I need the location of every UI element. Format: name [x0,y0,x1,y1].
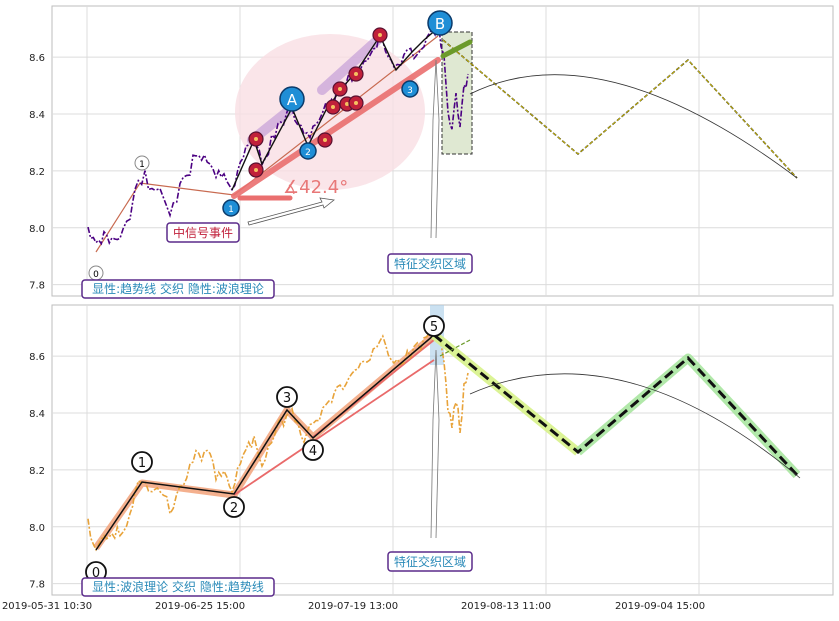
trend-angle-label: ∡42.4° [283,177,348,198]
x-tick-label: 2019-08-13 11:00 [461,601,551,612]
blue-marker-3-label: 3 [407,86,413,96]
wave-number-label: 0 [92,566,100,581]
wave-number-marker [223,496,245,518]
top-wave-marker-1 [134,155,150,171]
bottom-vertical-spike [430,349,440,539]
y-tick-label: 8.4 [29,110,45,121]
top-y-tick-labels: 7.8 8.0 8.2 8.4 8.6 [29,53,45,291]
bottom-legend-box [81,577,275,597]
wave-number-marker [423,315,445,337]
red-wave-marker-dot [378,33,382,37]
top-vertical-spike [430,59,440,239]
event-label-box [166,222,240,243]
blue-marker-2-label: 2 [305,148,311,158]
y-tick-label: 8.6 [29,53,45,64]
top-zone-label-box [387,253,473,274]
y-tick-label: 7.8 [29,580,45,591]
bottom-forecast-dashed [433,333,799,477]
event-label: 中信号事件 [173,225,233,240]
bottom-wave-line [95,334,435,551]
top-zone-label: 特征交织区域 [394,256,466,271]
y-tick-label: 8.2 [29,466,45,477]
bottom-zone-label: 特征交织区域 [394,554,466,569]
bottom-forecast-arc [469,373,801,479]
red-wave-marker-dot [354,101,358,105]
angle-arrow [247,197,335,226]
top-legend-label: 显性:趋势线 交织 隐性:波浪理论 [92,281,264,296]
y-tick-label: 8.6 [29,352,45,363]
blue-marker-1-label: 1 [228,205,234,215]
top-red-markers [248,27,388,178]
x-tick-label: 2019-06-25 15:00 [155,601,245,612]
x-tick-labels: 2019-05-31 10:30 2019-06-25 15:00 2019-07-… [2,601,705,612]
red-wave-marker-dot [345,102,349,106]
wave-number-label: 2 [230,501,238,516]
y-tick-label: 8.0 [29,523,45,534]
wave-number-label: 4 [309,444,317,459]
wave-number-label: 3 [283,391,291,406]
x-tick-label: 2019-05-31 10:30 [2,601,92,612]
bottom-trend-1 [233,359,435,496]
top-blue-markers: 1 2 3 [222,80,419,217]
red-wave-marker-dot [354,72,358,76]
bottom-legend-label: 显性:波浪理论 交织 隐性:趋势线 [92,579,264,594]
top-forecast-dashed-yellow [442,39,798,179]
y-tick-label: 8.4 [29,409,45,420]
red-wave-marker-dot [323,138,327,142]
red-wave-marker-dot [254,137,258,141]
y-tick-label: 8.0 [29,224,45,235]
wave-number-label: 1 [138,456,146,471]
big-marker-b [427,10,453,36]
blue-marker-3 [401,80,419,98]
top-legend-box [81,279,275,299]
red-wave-marker-dot [331,105,335,109]
top-price-series [87,17,469,246]
top-wave-marker-1-label: 1 [139,160,145,170]
top-panel-content: 0 1 1 2 3 A B ∡42.4° 中信号事件 特征交织区域 [81,10,798,299]
top-forecast-arc [469,74,798,179]
purple-highlight-band-2 [317,31,387,95]
big-marker-b-label: B [435,15,445,33]
wave-number-label: 5 [430,320,438,335]
bottom-price-series [87,325,469,552]
top-small-wave-markers: 0 1 [88,155,150,281]
bottom-y-tick-labels: 7.8 8.0 8.2 8.4 8.6 [29,352,45,590]
bottom-panel-content: 0 1 2 3 4 5 特征交织区域 显性:波浪理论 交织 隐性:趋势线 [81,305,801,597]
wave-number-marker [131,451,153,473]
x-tick-label: 2019-07-19 13:00 [308,601,398,612]
x-tick-label: 2019-09-04 15:00 [615,601,705,612]
big-marker-a [279,86,305,112]
red-wave-marker-dot [254,168,258,172]
bottom-zone-label-box [387,551,473,572]
top-trend-thin [95,35,439,253]
wave-number-marker [302,439,324,461]
blue-marker-1 [222,199,240,217]
red-wave-marker-dot [338,87,342,91]
y-tick-label: 7.8 [29,281,45,292]
blue-marker-2 [299,142,317,160]
big-marker-a-label: A [287,91,298,109]
wave-number-marker [276,386,298,408]
y-tick-label: 8.2 [29,167,45,178]
top-green-forecast [440,39,473,59]
top-wave-marker-0-label: 0 [93,270,99,280]
